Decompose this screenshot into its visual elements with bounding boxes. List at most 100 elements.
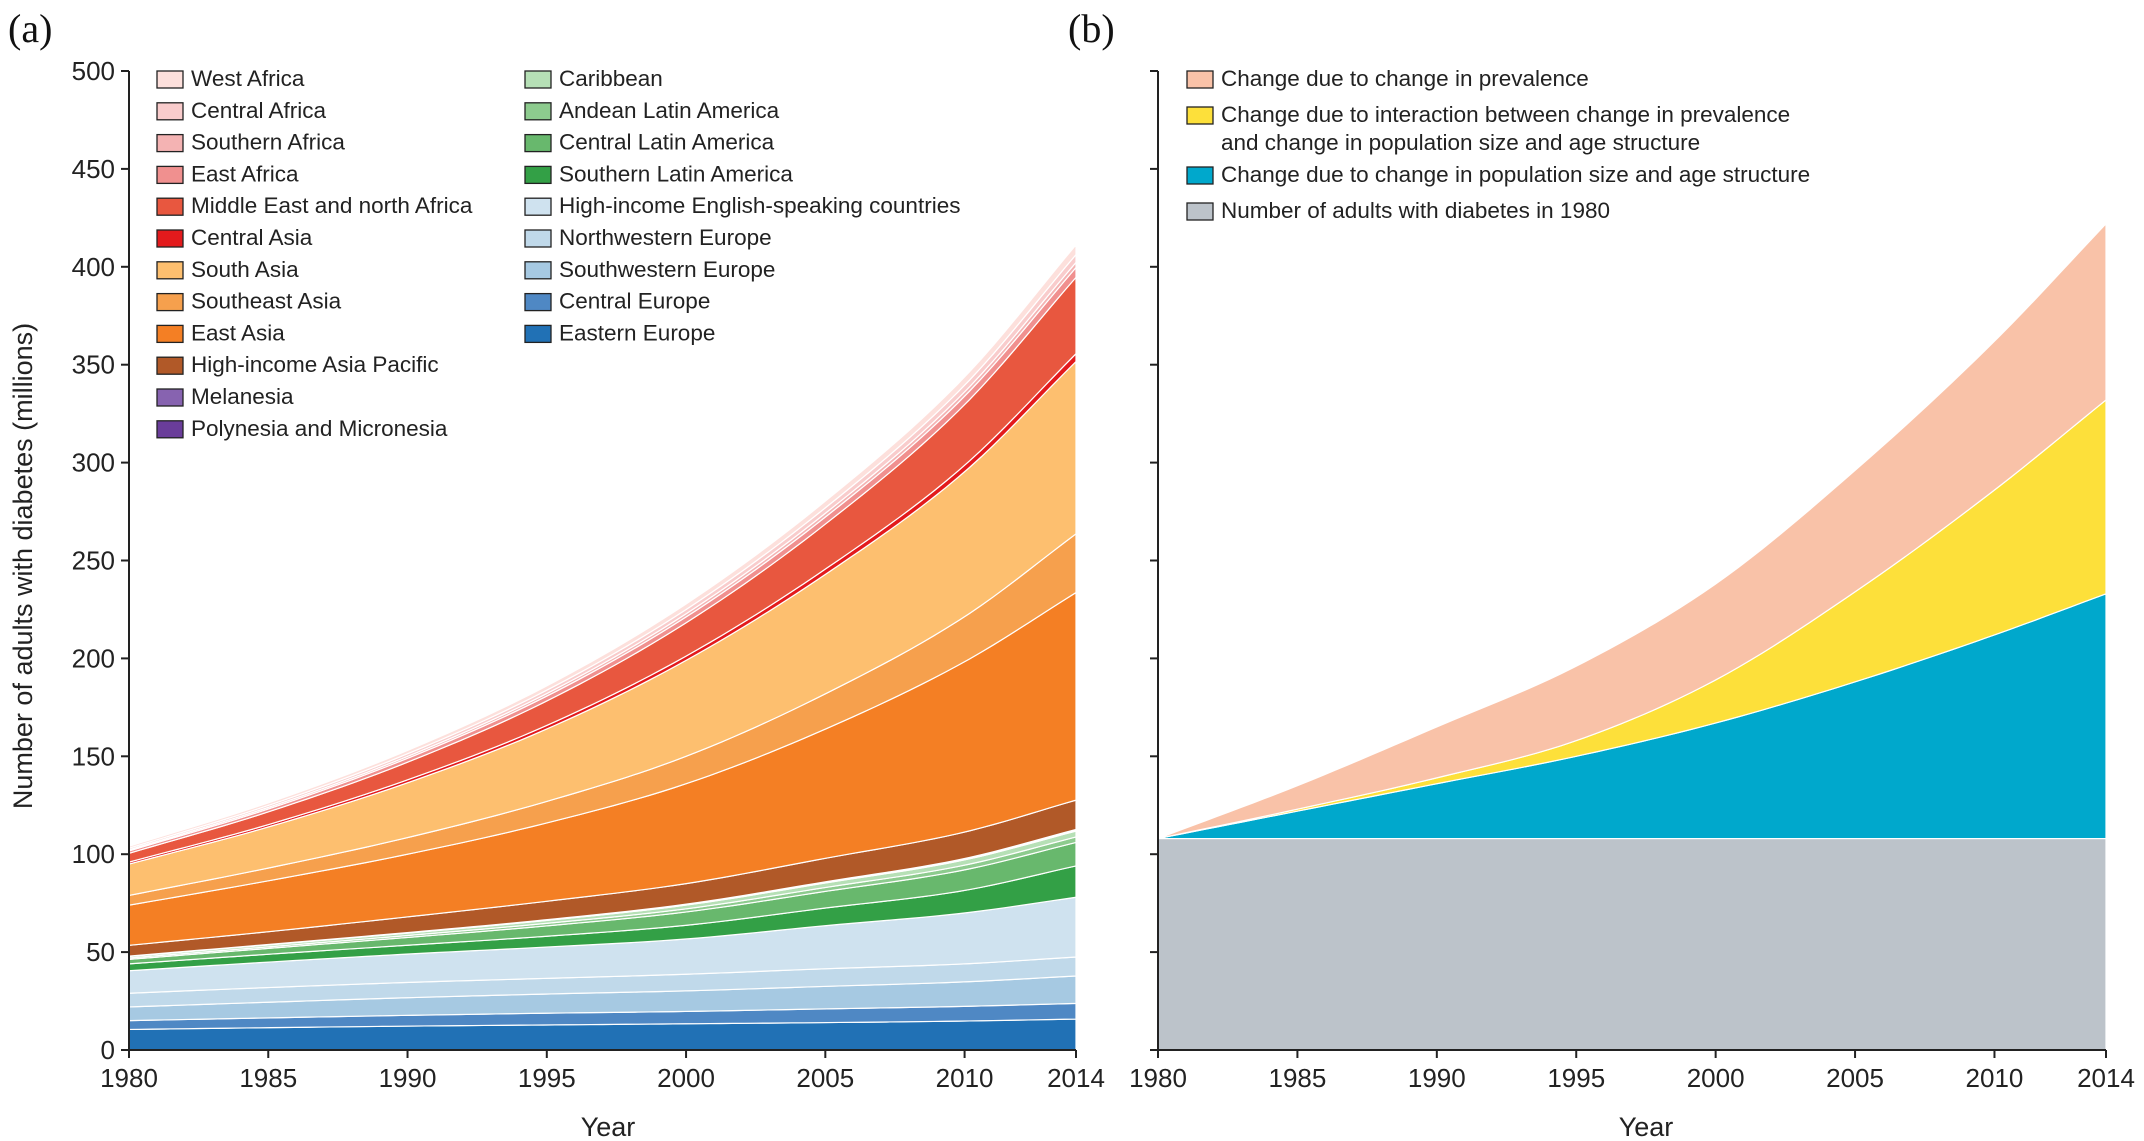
panel-b-x-axis-title: Year xyxy=(1619,1112,1674,1141)
legend-item-high-income-english-speaking-countries: High-income English-speaking countries xyxy=(524,193,960,218)
legend-item-andean-latin-america: Andean Latin America xyxy=(524,98,780,123)
y-tick-label: 400 xyxy=(72,252,115,282)
panel-a-areas xyxy=(128,243,1077,1051)
legend-label: East Asia xyxy=(191,320,285,345)
legend-label: Change due to change in prevalence xyxy=(1221,66,1589,91)
y-tick-label: 0 xyxy=(101,1035,115,1065)
legend-swatch xyxy=(156,420,184,439)
panel-a-legend: West Africa Central Africa Southern Africa… xyxy=(156,66,960,441)
y-tick-label: 250 xyxy=(72,546,115,576)
legend-label: Andean Latin America xyxy=(559,98,780,123)
legend-label: East Africa xyxy=(191,161,299,186)
x-tick-label: 2005 xyxy=(1826,1063,1884,1093)
panel-a-label: (a) xyxy=(8,6,52,51)
panel-b: (b) 1980 1985 1990 1995 2000 2005 2010 2014 Yea… xyxy=(1068,6,2135,1141)
legend-item-central-asia: Central Asia xyxy=(156,225,313,250)
legend-item-change-due-to-interaction-between-change-in-prevalence-and-change-in-population-size-and-age-structure: Change due to interaction between change… xyxy=(1186,102,1790,155)
y-tick-label: 300 xyxy=(72,448,115,478)
legend-swatch xyxy=(524,292,552,312)
x-tick-label: 2014 xyxy=(2077,1063,2135,1093)
legend-item-eastern-europe: Eastern Europe xyxy=(524,320,715,345)
panel-a-x-axis-title: Year xyxy=(581,1112,636,1141)
legend-swatch xyxy=(156,356,184,375)
legend-swatch xyxy=(1186,202,1214,221)
legend-label: Central Asia xyxy=(191,225,313,250)
legend-swatch xyxy=(156,133,184,153)
panel-a-axes: 0 50 100 150 200 250 300 350 400 450 500 1980 1985 19… xyxy=(72,56,1105,1093)
legend-swatch xyxy=(156,102,184,121)
legend-label: Melanesia xyxy=(191,384,294,409)
legend-label: Caribbean xyxy=(559,66,663,91)
legend-item-change-due-to-change-in-prevalence: Change due to change in prevalence xyxy=(1186,66,1589,91)
legend-item-southern-latin-america: Southern Latin America xyxy=(524,161,793,186)
legend-item-change-due-to-change-in-population-size-and-age-structure: Change due to change in population size … xyxy=(1186,162,1810,187)
legend-item-central-africa: Central Africa xyxy=(156,98,327,123)
legend-item-high-income-asia-pacific: High-income Asia Pacific xyxy=(156,352,439,377)
legend-label: High-income Asia Pacific xyxy=(191,352,439,377)
x-tick-label: 1980 xyxy=(100,1063,158,1093)
x-tick-label: 2000 xyxy=(657,1063,715,1093)
legend-label: Southern Latin America xyxy=(559,161,793,186)
legend-swatch xyxy=(156,388,184,407)
panel-b-label: (b) xyxy=(1068,6,1115,51)
legend-item-east-asia: East Asia xyxy=(156,320,285,345)
legend-item-east-africa: East Africa xyxy=(156,161,299,186)
legend-swatch xyxy=(524,229,552,248)
legend-label: Central Latin America xyxy=(559,130,775,155)
x-tick-label: 2014 xyxy=(1047,1063,1105,1093)
legend-item-melanesia: Melanesia xyxy=(156,384,294,409)
x-tick-label: 1985 xyxy=(1268,1063,1326,1093)
legend-label: Central Africa xyxy=(191,98,327,123)
legend-swatch xyxy=(524,133,552,153)
legend-swatch xyxy=(524,165,552,185)
panel-b-areas xyxy=(1157,222,2107,1051)
legend-label: Central Europe xyxy=(559,289,710,314)
y-tick-label: 450 xyxy=(72,154,115,184)
legend-swatch xyxy=(524,197,552,216)
legend-swatch xyxy=(1186,106,1214,125)
legend-swatch xyxy=(156,261,184,280)
legend-label: Southeast Asia xyxy=(191,289,342,314)
area-west-africa xyxy=(128,243,1077,850)
legend-swatch xyxy=(524,324,552,344)
legend-item-caribbean: Caribbean xyxy=(524,66,663,91)
legend-swatch xyxy=(1186,166,1214,185)
x-tick-label: 1995 xyxy=(518,1063,576,1093)
legend-swatch xyxy=(156,197,184,216)
legend-label: Number of adults with diabetes in 1980 xyxy=(1221,198,1610,223)
area-number-of-adults-with-diabetes-in-1980 xyxy=(1157,837,2107,1051)
legend-label: Southern Africa xyxy=(191,130,345,155)
legend-label: Middle East and north Africa xyxy=(191,193,473,218)
legend-item-number-of-adults-with-diabetes-in-1980: Number of adults with diabetes in 1980 xyxy=(1186,198,1610,223)
legend-label: Southwestern Europe xyxy=(559,257,775,282)
legend-label: Eastern Europe xyxy=(559,320,715,345)
legend-label: Change due to interaction between change… xyxy=(1221,102,1790,155)
x-tick-label: 1990 xyxy=(1408,1063,1466,1093)
panel-a-y-axis-title: Number of adults with diabetes (millions… xyxy=(8,323,38,809)
x-tick-label: 1985 xyxy=(239,1063,297,1093)
y-tick-label: 200 xyxy=(72,643,115,673)
legend-swatch xyxy=(156,229,184,248)
legend-label: Polynesia and Micronesia xyxy=(191,416,448,441)
x-tick-label: 1990 xyxy=(379,1063,437,1093)
legend-item-southeast-asia: Southeast Asia xyxy=(156,289,342,314)
x-tick-label: 1995 xyxy=(1547,1063,1605,1093)
legend-swatch xyxy=(524,102,552,121)
legend-swatch xyxy=(156,292,184,312)
legend-item-polynesia-and-micronesia: Polynesia and Micronesia xyxy=(156,416,448,441)
legend-swatch xyxy=(156,70,184,89)
y-tick-label: 50 xyxy=(86,937,115,967)
legend-item-west-africa: West Africa xyxy=(156,66,305,91)
legend-swatch xyxy=(1186,70,1214,89)
legend-swatch xyxy=(524,70,552,89)
legend-label: High-income English-speaking countries xyxy=(559,193,960,218)
legend-label: South Asia xyxy=(191,257,299,282)
panel-b-legend: Change due to change in prevalence Change… xyxy=(1186,66,1810,223)
x-tick-label: 2010 xyxy=(936,1063,994,1093)
legend-label: Northwestern Europe xyxy=(559,225,772,250)
panel-a: (a) 0 50 100 150 200 250 300 350 400 450 500 1980 19… xyxy=(8,6,1105,1141)
y-tick-label: 150 xyxy=(72,741,115,771)
legend-swatch xyxy=(156,324,184,344)
legend-item-northwestern-europe: Northwestern Europe xyxy=(524,225,772,250)
